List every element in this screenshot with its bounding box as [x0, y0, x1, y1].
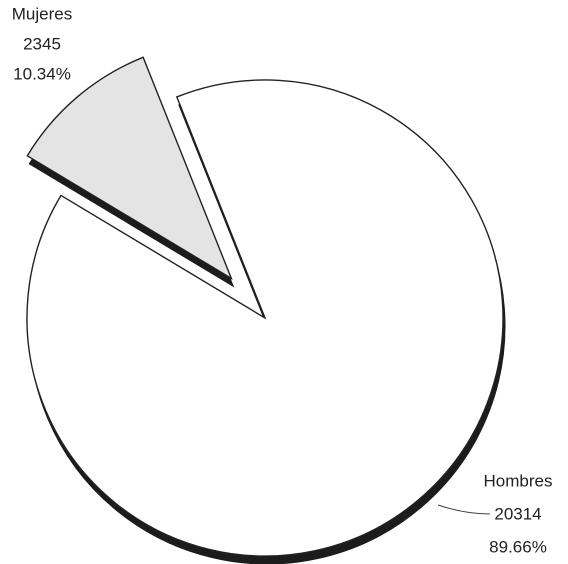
slice-label: Mujeres	[12, 4, 72, 23]
pie-slice	[26, 79, 504, 557]
slice-value: 2345	[23, 34, 61, 53]
pie-slice	[26, 56, 233, 281]
slice-value: 20314	[494, 504, 541, 523]
slice-label: Hombres	[484, 471, 553, 490]
slice-percent: 10.34%	[13, 64, 71, 83]
leader-line	[437, 504, 491, 515]
slice-percent: 89.66%	[489, 537, 547, 556]
